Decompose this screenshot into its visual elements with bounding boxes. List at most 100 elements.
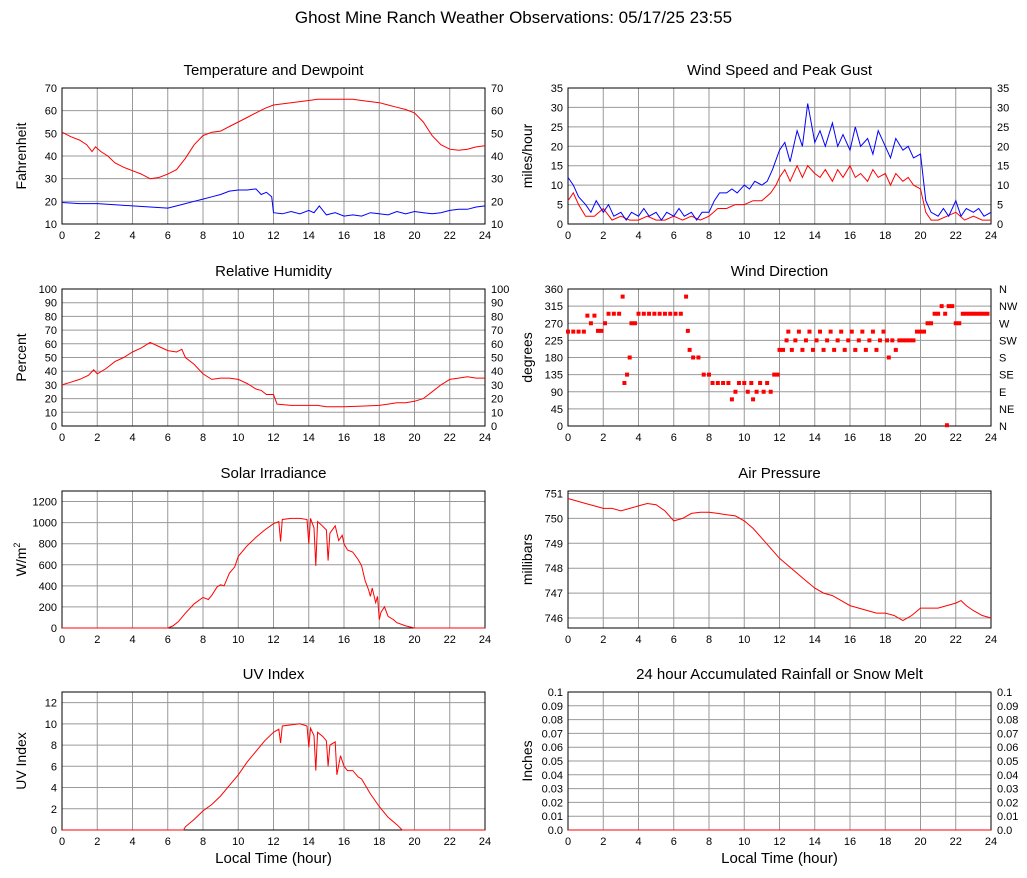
x-tick-label: 10	[232, 230, 244, 242]
x-tick-label: 12	[773, 432, 785, 444]
y-tick-label-right: 0.0	[997, 825, 1012, 837]
y-tick-label: 0	[51, 825, 57, 837]
y-tick-label: 1000	[33, 518, 57, 530]
x-tick-label: 0	[59, 634, 65, 646]
data-point	[939, 304, 944, 309]
data-point	[932, 311, 937, 316]
x-tick-label: 10	[738, 634, 750, 646]
x-tick-label: 14	[809, 230, 821, 242]
data-point	[761, 389, 766, 394]
x-tick-label: 10	[232, 836, 244, 848]
data-point	[796, 329, 801, 334]
data-point	[914, 329, 919, 334]
x-tick-label: 14	[303, 634, 315, 646]
y-tick-label-right: 10	[997, 180, 1009, 192]
data-point	[765, 380, 770, 385]
compass-label: NE	[999, 404, 1014, 416]
x-tick-label: 0	[565, 432, 571, 444]
y-tick-label: 70	[45, 325, 57, 337]
y-tick-label: 10	[45, 219, 57, 231]
x-tick-label: 10	[738, 836, 750, 848]
y-tick-label: 751	[545, 488, 563, 500]
x-tick-label: 20	[408, 432, 420, 444]
data-point	[599, 328, 604, 333]
x-tick-label: 0	[565, 836, 571, 848]
x-tick-label: 24	[985, 432, 997, 444]
y-tick-label-right: 50	[491, 128, 503, 140]
y-tick-label-right: 0.03	[997, 784, 1018, 796]
data-point	[657, 311, 662, 316]
chart-title: UV Index	[243, 666, 305, 683]
y-tick-label-right: 70	[491, 325, 503, 337]
x-tick-label: 14	[809, 432, 821, 444]
y-tick-label-right: 0.08	[997, 715, 1018, 727]
data-point	[576, 329, 581, 334]
y-tick-label: 10	[551, 180, 563, 192]
y-tick-label: 0	[51, 623, 57, 635]
data-point	[636, 311, 641, 316]
x-tick-label: 8	[200, 230, 206, 242]
data-point	[789, 347, 794, 352]
plot-frame	[61, 691, 486, 831]
data-point	[967, 311, 972, 316]
data-point	[603, 321, 608, 326]
y-tick-label: 0.1	[548, 687, 563, 699]
y-tick-label: 50	[45, 353, 57, 365]
y-tick-label: 6	[51, 761, 57, 773]
y-tick-label: 4	[51, 783, 57, 795]
data-point	[620, 294, 625, 299]
data-point	[936, 311, 941, 316]
x-tick-label: 18	[373, 634, 385, 646]
data-point	[885, 338, 890, 343]
x-tick-label: 4	[129, 432, 135, 444]
chart-rain: 24 hour Accumulated Rainfall or Snow Mel…	[519, 666, 1018, 848]
y-tick-label: 270	[545, 318, 563, 330]
x-tick-label: 2	[600, 836, 606, 848]
x-tick-label: 20	[408, 634, 420, 646]
data-point	[810, 347, 815, 352]
x-tick-label: 2	[600, 634, 606, 646]
data-point	[856, 338, 861, 343]
x-tick-label: 22	[444, 432, 456, 444]
data-point	[950, 304, 955, 309]
x-tick-label: 10	[738, 432, 750, 444]
data-point	[943, 311, 948, 316]
x-tick-label: 6	[671, 432, 677, 444]
data-point	[710, 380, 715, 385]
y-tick-label-right: 0	[997, 219, 1003, 231]
x-tick-label: 18	[879, 836, 891, 848]
data-point	[652, 311, 657, 316]
y-tick-label: 50	[45, 128, 57, 140]
data-point	[691, 355, 696, 360]
y-tick-label: 30	[551, 102, 563, 114]
y-tick-label: 0.07	[542, 728, 563, 740]
x-tick-label: 20	[408, 230, 420, 242]
chart-title: Air Pressure	[738, 465, 821, 482]
y-tick-label-right: 100	[491, 284, 509, 296]
y-tick-label: 60	[45, 339, 57, 351]
y-tick-label-right: 0.1	[997, 687, 1012, 699]
data-point	[684, 294, 689, 299]
data-point	[733, 389, 738, 394]
y-tick-label: 35	[551, 83, 563, 95]
x-tick-label: 6	[165, 432, 171, 444]
y-tick-label: 0.09	[542, 701, 563, 713]
data-point	[742, 380, 747, 385]
data-point	[777, 347, 782, 352]
x-tick-label: 4	[635, 230, 641, 242]
x-axis-label: Local Time (hour)	[721, 850, 838, 867]
y-axis-label: miles/hour	[519, 123, 535, 188]
chart-title: Wind Direction	[731, 263, 829, 280]
data-point	[662, 311, 667, 316]
x-tick-label: 16	[844, 634, 856, 646]
data-point	[814, 338, 819, 343]
data-point	[687, 347, 692, 352]
data-point	[611, 311, 616, 316]
x-tick-label: 10	[232, 432, 244, 444]
data-point	[696, 355, 701, 360]
y-tick-label: 225	[545, 335, 563, 347]
data-point	[606, 311, 611, 316]
data-point	[627, 355, 632, 360]
